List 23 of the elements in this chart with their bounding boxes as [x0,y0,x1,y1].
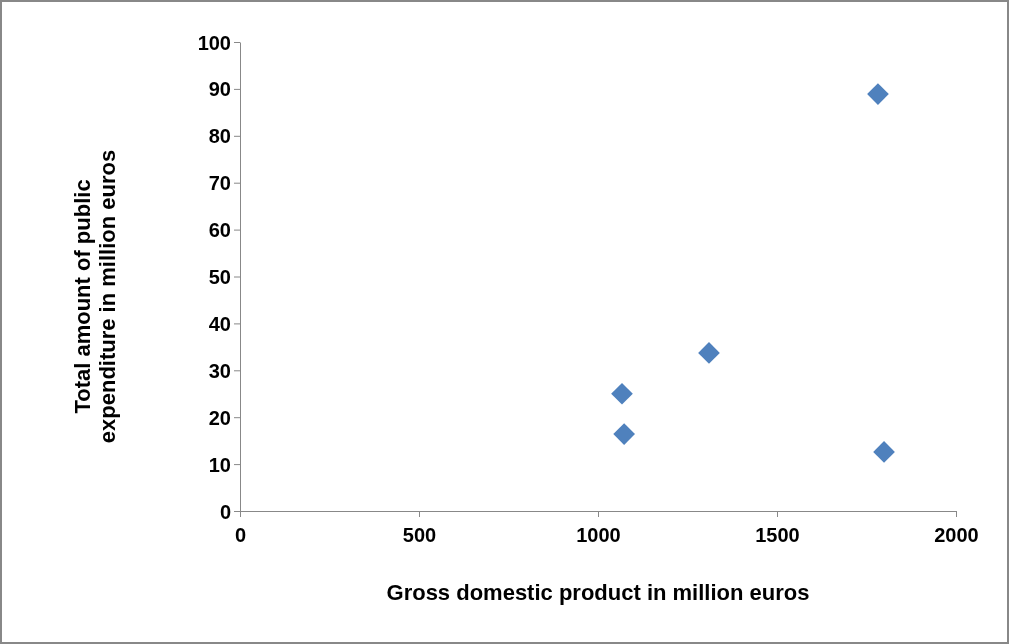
y-tick-label: 40 [208,312,231,335]
point [611,382,633,405]
point [867,83,889,105]
x-tick-label: 1500 [755,524,800,546]
y-tick-label: 10 [208,453,231,476]
y-tick-label: 20 [208,406,231,429]
x-axis-title: Gross domestic product in million euros [386,580,810,605]
point [613,423,635,445]
x-tick-label: 500 [402,524,437,546]
y-tick-label: 80 [208,125,231,148]
x-tick-label: 2000 [934,524,979,546]
y-tick-label: 90 [208,78,231,101]
y-tick-label: 50 [208,266,231,288]
y-tick-label: 100 [197,31,231,54]
y-axis-title: Total amount of public expenditure in million euros [70,149,121,444]
y-tick-label: 30 [208,359,231,382]
point [698,342,720,364]
y-tick-label: 70 [208,172,231,195]
point [873,441,895,463]
x-tick-label: 1000 [576,524,621,546]
y-tick-label: 0 [219,500,231,523]
x-tick-label: 0 [234,524,247,546]
y-tick-label: 60 [208,219,231,242]
